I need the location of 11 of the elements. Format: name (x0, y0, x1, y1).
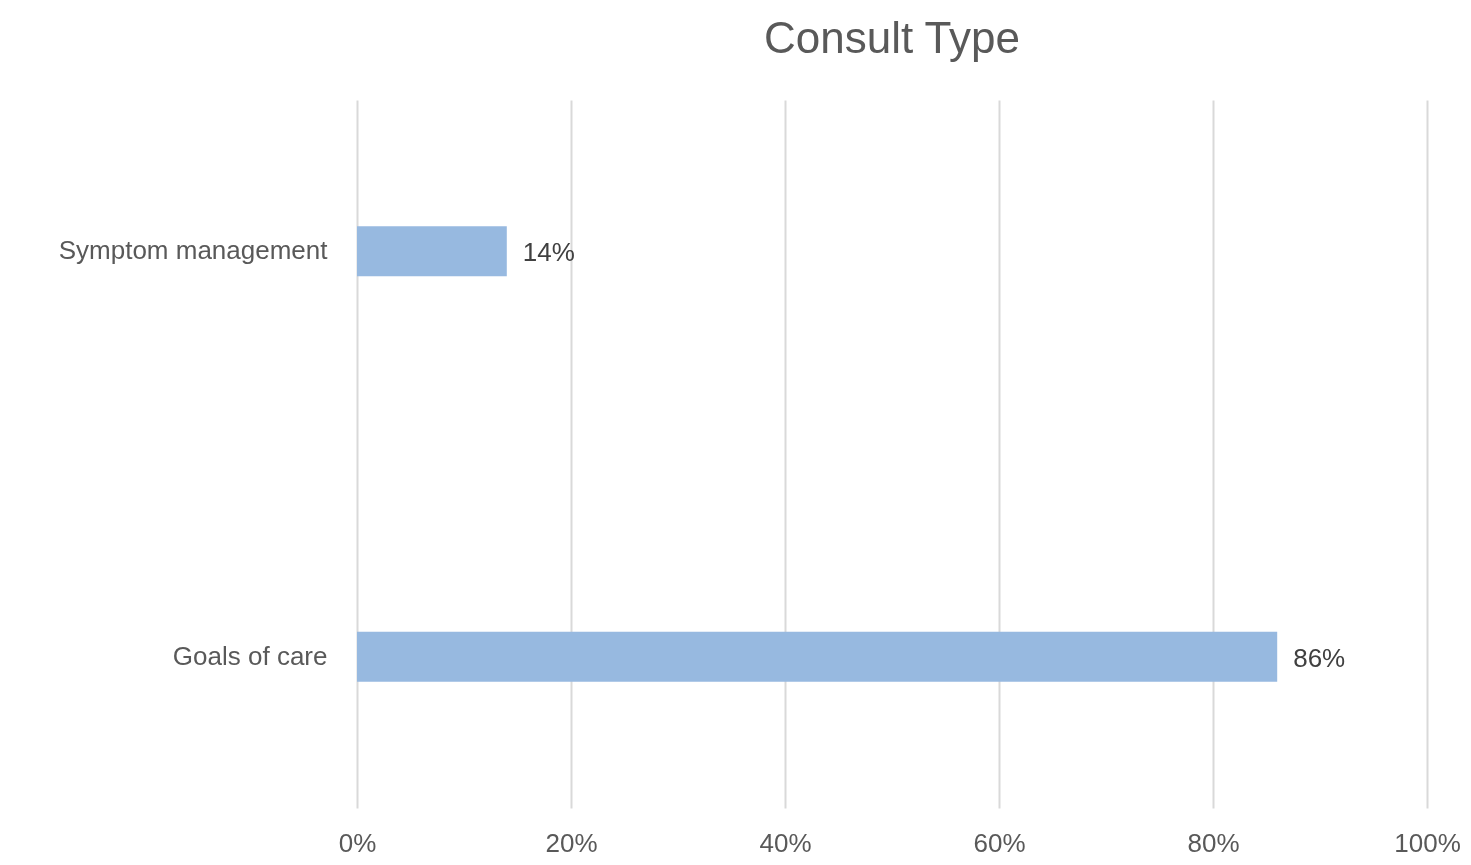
x-tick-label: 60% (973, 827, 1026, 858)
x-tick-label: 80% (1187, 827, 1240, 858)
x-tick-label: 20% (545, 827, 598, 858)
x-tick-label: 100% (1394, 827, 1461, 858)
x-tick-label: 0% (338, 827, 377, 858)
x-tick-label: 40% (759, 827, 812, 858)
data-label: 14% (522, 237, 575, 268)
y-tick-label: Symptom management (58, 235, 329, 266)
y-tick-label: Goals of care (172, 640, 328, 671)
chart-title: Consult Type (763, 13, 1021, 62)
data-label: 86% (1293, 642, 1346, 673)
